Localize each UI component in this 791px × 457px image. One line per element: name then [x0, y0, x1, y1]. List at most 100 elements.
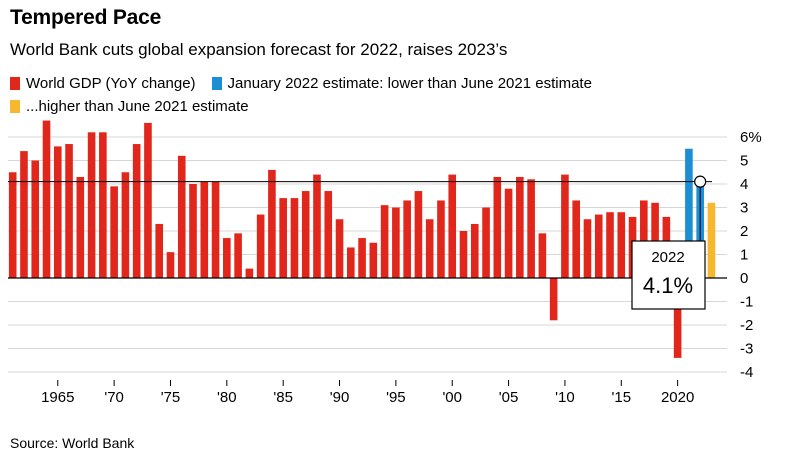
bar-2023 — [707, 202, 716, 278]
bar-2012 — [583, 219, 592, 278]
bar-2009 — [549, 278, 558, 321]
bar-1966 — [65, 144, 73, 278]
legend-item-higher-estimate: ...higher than June 2021 estimate — [10, 98, 249, 115]
legend-swatch-lower — [211, 77, 222, 90]
legend-label-lower-estimate: January 2022 estimate: lower than June 2… — [227, 75, 592, 92]
x-tick-label: 2020 — [661, 389, 694, 406]
bar-2018 — [651, 202, 659, 278]
x-tick-label: '00 — [442, 389, 462, 406]
bar-1965 — [53, 146, 62, 278]
bar-1969 — [99, 132, 107, 278]
bar-1988 — [313, 174, 321, 278]
y-tick-label: -1 — [740, 294, 753, 311]
source-note: Source: World Bank — [10, 435, 135, 451]
x-tick-label: '10 — [555, 389, 575, 406]
bar-2013 — [594, 214, 603, 278]
bar-2000 — [448, 174, 457, 278]
bar-1987 — [301, 191, 310, 278]
x-tick-label: '75 — [161, 389, 181, 406]
bar-1984 — [268, 169, 276, 278]
bar-2002 — [470, 223, 479, 278]
bar-1982 — [245, 268, 254, 278]
bar-1980 — [223, 238, 231, 278]
bar-1970 — [110, 186, 118, 278]
callout-value: 4.1% — [643, 273, 693, 298]
bar-1986 — [290, 198, 299, 278]
axes: 6% 5 4 3 2 1 0 -1 -2 -3 -4 1965 '70 '75 '80 '85 '90 '95 '0… — [8, 129, 762, 406]
bar-1995 — [392, 207, 400, 278]
bar-2011 — [572, 200, 580, 278]
legend-label-world-gdp: World GDP (YoY change) — [26, 75, 196, 92]
x-tick-label: 1965 — [41, 389, 74, 406]
bar-1983 — [256, 214, 265, 278]
bar-2003 — [482, 207, 490, 278]
bar-1964 — [42, 120, 51, 278]
chart-subtitle: World Bank cuts global expansion forecas… — [10, 40, 508, 59]
chart-title: Tempered Pace — [10, 6, 162, 29]
bar-1990 — [335, 219, 344, 278]
bar-1962 — [20, 151, 28, 278]
bar-2014 — [606, 212, 614, 278]
legend-item-world-gdp: World GDP (YoY change) — [10, 75, 196, 92]
x-tick-label: '15 — [611, 389, 631, 406]
callout-box — [631, 240, 706, 310]
bar-1998 — [425, 219, 434, 278]
x-tick-label: '05 — [499, 389, 519, 406]
bar-1994 — [380, 205, 389, 278]
bar-1972 — [132, 144, 141, 278]
bar-1985 — [279, 198, 287, 278]
bar-2001 — [459, 231, 468, 278]
bar-1968 — [87, 132, 96, 278]
legend-row-2: ...higher than June 2021 estimate — [10, 98, 265, 115]
bar-1978 — [200, 181, 209, 278]
x-tick-label: '70 — [104, 389, 124, 406]
bar-2021 — [685, 148, 693, 278]
y-tick-label: -3 — [740, 341, 753, 358]
y-tick-label: 3 — [740, 200, 748, 217]
y-tick-label: -2 — [740, 317, 753, 334]
callout-marker — [694, 175, 707, 188]
y-tick-label: 2 — [740, 223, 748, 240]
x-tick-label: '90 — [330, 389, 350, 406]
y-tick-label: 0 — [740, 270, 748, 287]
bar-1999 — [437, 200, 445, 278]
bar-2004 — [493, 176, 502, 278]
legend-swatch-higher — [10, 100, 20, 113]
y-tick-label: -4 — [740, 364, 753, 381]
bar-1974 — [155, 223, 164, 278]
x-tick-label: '85 — [273, 389, 293, 406]
legend: World GDP (YoY change) January 2022 esti… — [10, 75, 608, 92]
bar-1976 — [177, 155, 186, 278]
bars — [8, 120, 716, 358]
legend-label-higher-estimate: ...higher than June 2021 estimate — [26, 98, 249, 115]
callout-year: 2022 — [651, 249, 684, 266]
y-tick-label: 4 — [740, 176, 748, 193]
bar-2005 — [504, 188, 513, 278]
bar-2007 — [527, 179, 535, 278]
legend-swatch-gdp — [10, 77, 20, 90]
bar-1996 — [403, 200, 411, 278]
bar-1961 — [8, 172, 17, 278]
bar-1977 — [189, 184, 197, 278]
y-tick-label: 1 — [740, 247, 748, 264]
annotation: 2022 4.1% — [631, 175, 707, 310]
bar-1979 — [211, 181, 220, 278]
bar-1981 — [234, 233, 242, 278]
bar-2020 — [673, 278, 682, 358]
x-tick-label: '95 — [386, 389, 406, 406]
bar-1989 — [324, 191, 333, 278]
bar-2017 — [640, 200, 648, 278]
bar-1991 — [347, 247, 355, 278]
bar-2008 — [538, 233, 547, 278]
y-tick-label: 5 — [740, 153, 748, 170]
bar-2015 — [617, 212, 626, 278]
bar-2006 — [516, 176, 524, 278]
bar-1963 — [31, 160, 40, 278]
bar-2010 — [561, 174, 569, 278]
bar-1993 — [369, 242, 378, 278]
bar-1975 — [166, 252, 175, 278]
bar-1973 — [144, 122, 152, 279]
x-tick-label: '80 — [217, 389, 237, 406]
bar-1967 — [76, 176, 85, 278]
